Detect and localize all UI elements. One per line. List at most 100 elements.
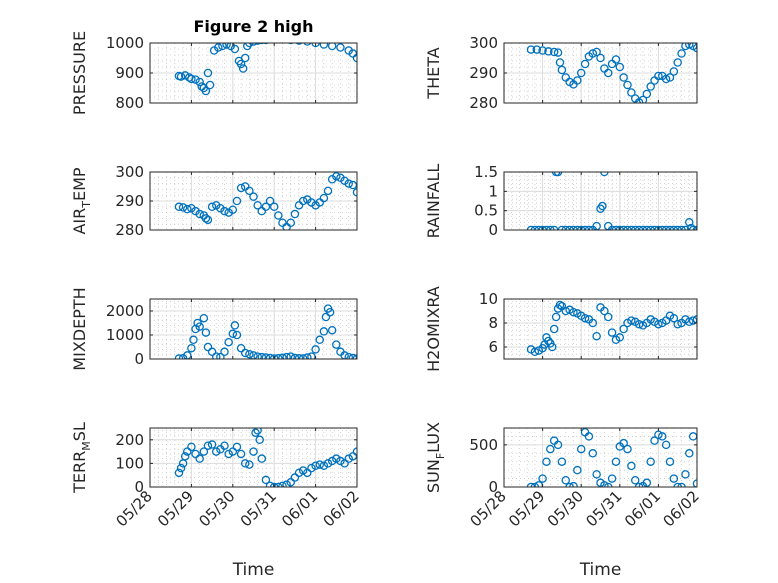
data-point [251, 428, 260, 437]
data-point [669, 67, 679, 76]
data-point [546, 444, 555, 454]
data-point [298, 196, 308, 206]
data-point [600, 481, 609, 487]
data-point [265, 196, 275, 206]
y-tick-label: 8 [488, 314, 498, 332]
x-tick-label: 05/31 [582, 487, 625, 530]
y-tick-label: 290 [115, 192, 144, 210]
data-point [218, 43, 227, 51]
data-point [665, 73, 675, 82]
data-point [623, 80, 632, 90]
data-point [315, 460, 324, 469]
data-point [191, 75, 200, 84]
y-tick-label: 100 [115, 454, 144, 472]
data-point [286, 478, 296, 487]
data-point [207, 347, 217, 357]
data-point [254, 43, 262, 45]
data-point [199, 447, 209, 456]
data-point [323, 459, 333, 468]
data-point [180, 71, 190, 80]
data-point [258, 43, 265, 45]
data-point [236, 59, 246, 69]
data-point [555, 58, 565, 67]
data-point [216, 352, 225, 359]
data-point [286, 218, 296, 227]
x-tick-label: 05/30 [195, 487, 238, 530]
data-point [176, 72, 186, 81]
data-point [220, 206, 229, 216]
data-point [592, 470, 601, 479]
y-tick-label: 0 [134, 478, 144, 496]
y-tick-label: 10 [479, 290, 498, 308]
axes-box [503, 171, 698, 231]
data-point [195, 209, 204, 219]
data-point [588, 449, 598, 458]
data-point [544, 336, 553, 346]
data-point [615, 62, 625, 72]
data-point [240, 53, 250, 63]
marker-group [526, 300, 697, 357]
data-point [183, 204, 192, 214]
data-point [214, 43, 223, 52]
x-tick-label: 06/02 [660, 487, 703, 530]
data-point [532, 45, 542, 54]
y-tick-label: 1 [488, 182, 498, 200]
data-point [174, 468, 184, 478]
data-point [290, 353, 300, 359]
data-point [220, 441, 229, 450]
data-point [627, 316, 636, 325]
data-point [230, 44, 240, 54]
data-point [553, 172, 563, 177]
data-point [592, 47, 601, 57]
y-axis-label-part: AIR [70, 208, 89, 235]
data-point [692, 315, 697, 324]
data-point [265, 353, 275, 359]
x-tick-label: 06/02 [320, 487, 363, 530]
data-point [180, 452, 190, 461]
subplot-4: 00.5 11.5 RAINFALL [424, 163, 698, 239]
y-tick-label: 500 [469, 436, 498, 454]
data-point [199, 313, 209, 323]
data-point [282, 352, 291, 359]
data-point [253, 428, 262, 435]
y-axis-label-subscript: T [80, 201, 93, 209]
y-tick-label: 6 [488, 338, 498, 356]
y-axis-label-subscript: F [434, 453, 447, 459]
data-point [530, 347, 540, 357]
data-point [307, 463, 316, 473]
data-point [303, 43, 312, 46]
y-tick-label: 0.5 [474, 202, 498, 220]
data-point [553, 48, 563, 57]
data-point [201, 328, 211, 337]
y-axis-label: SUNFLUX [424, 422, 447, 493]
data-point [203, 441, 213, 450]
data-point [661, 74, 671, 84]
data-point [195, 454, 204, 463]
data-point [203, 342, 213, 352]
y-axis-label-part: TERR [70, 451, 89, 494]
data-point [224, 337, 233, 347]
y-axis-label: H2OMIXRA [424, 286, 443, 372]
data-point [681, 470, 690, 479]
axes-background [504, 428, 697, 487]
data-point [255, 435, 264, 445]
data-point [295, 43, 303, 45]
data-point [191, 449, 200, 459]
data-point [646, 457, 655, 466]
y-axis-label: RAINFALL [424, 164, 443, 239]
data-point [228, 329, 238, 339]
data-point [654, 430, 663, 439]
subplot-1: 800 900 1000 PRESSURE Figure 2 high [70, 17, 358, 115]
y-tick-label: 280 [469, 94, 498, 112]
y-tick-label: 300 [469, 34, 498, 52]
subplot-2: 280 290 300 THETA [424, 34, 698, 112]
data-point [576, 68, 586, 78]
data-point [573, 465, 582, 475]
data-point [176, 463, 186, 473]
data-point [661, 440, 671, 450]
data-point [332, 454, 341, 463]
data-point [673, 58, 682, 67]
data-point [650, 436, 659, 445]
data-point [646, 82, 655, 91]
data-point [344, 454, 353, 463]
